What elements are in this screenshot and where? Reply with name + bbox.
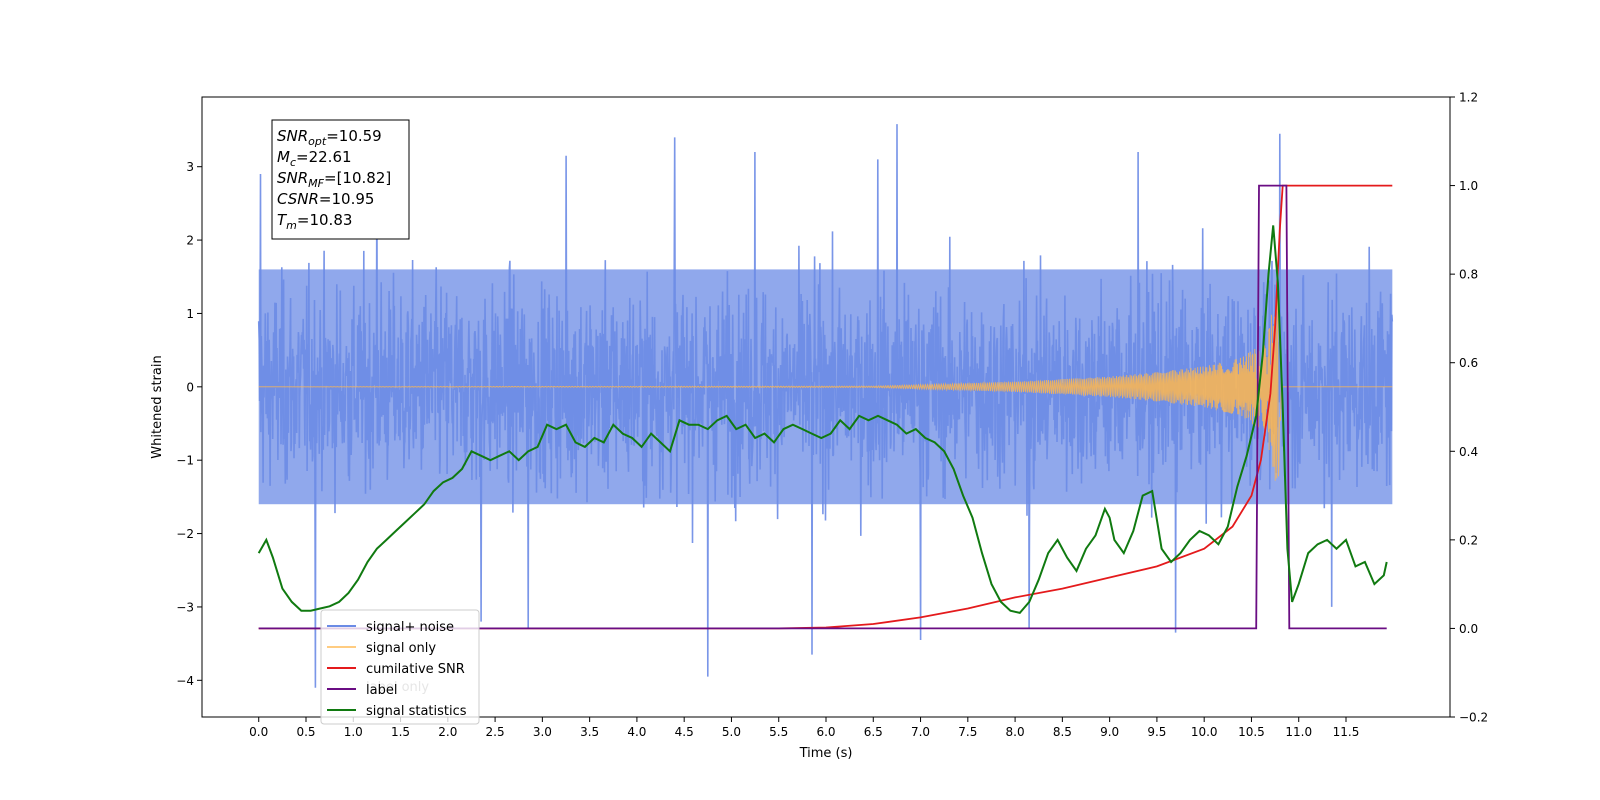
y-tick-label: −3 [176,600,194,614]
x-tick-label: 7.0 [911,725,930,739]
signal-statistics-line [257,225,1388,615]
x-tick-label: 1.5 [391,725,410,739]
annotation-line: Tm=10.83 [277,211,352,232]
legend-label: label [366,683,397,698]
y2-tick-label: 0.0 [1459,622,1478,636]
x-tick-label: 5.0 [722,725,741,739]
x-tick-label: 9.5 [1147,725,1166,739]
x-tick-label: 8.5 [1053,725,1072,739]
annotation-frame [271,119,410,240]
legend-label: signal statistics [366,704,467,719]
metrics-annotation: SNRopt=10.59Mc=22.61SNRMF=[10.82]CSNR=10… [271,119,410,240]
y-tick-label: −1 [176,454,194,468]
y-axis-label: Whitened strain [150,355,165,458]
y-tick-label: −2 [176,527,194,541]
y2-tick-label: 0.8 [1459,268,1478,282]
legend-ghost-label: label only [366,680,429,695]
x-tick-label: 0.0 [249,725,268,739]
x-tick-label: 11.0 [1285,725,1312,739]
y2-tick-label: 0.2 [1459,533,1478,547]
x-tick-label: 2.5 [486,725,505,739]
x-tick-label: 10.0 [1191,725,1218,739]
y2-tick-label: 0.4 [1459,445,1478,459]
legend-label: cumilative SNR [366,662,465,677]
x-tick-label: 2.0 [438,725,457,739]
y-tick-label: −4 [176,674,194,688]
x-tick-label: 0.5 [296,725,315,739]
x-axis-ticks: 0.0 0.5 1.0 1.5 2.0 2.5 3.0 3.5 4.0 4.5 5.0 5.5 6.0 6… [249,717,1359,739]
y2-tick-label: 1.0 [1459,179,1478,193]
legend-label: signal+ noise [366,620,454,635]
y-tick-label: 0 [186,380,194,394]
annotation-line: Mc=22.61 [277,148,352,169]
x-tick-label: 1.0 [344,725,363,739]
x-tick-label: 7.5 [958,725,977,739]
x-tick-label: 10.5 [1238,725,1265,739]
y2-tick-label: 1.2 [1459,91,1478,105]
y-axis-ticks: −4 −3 −2 −1 0 1 2 3 [176,160,202,688]
x-tick-label: 3.0 [533,725,552,739]
x-tick-label: 4.0 [627,725,646,739]
y-tick-label: 2 [186,234,194,248]
x-tick-label: 9.0 [1100,725,1119,739]
y-tick-label: 1 [186,307,194,321]
y2-tick-label: 0.6 [1459,356,1478,370]
x-tick-label: 3.5 [580,725,599,739]
y2-axis-ticks: −0.2 0.0 0.2 0.4 0.6 0.8 1.0 1.2 [1450,91,1488,725]
y2-tick-label: −0.2 [1459,711,1488,725]
signal-only-line [258,279,1393,481]
y-tick-label: 3 [186,160,194,174]
plot-area [257,124,1394,688]
legend-frame [320,609,480,725]
legend: label only signal+ noise signal only cumila… [320,609,480,725]
x-tick-label: 6.0 [816,725,835,739]
x-tick-label: 11.5 [1333,725,1360,739]
annotation-line: SNRMF=[10.82] [277,169,391,190]
cumulative-snr-line [258,184,1393,630]
label-line [258,184,1387,630]
legend-label: signal only [366,641,436,656]
x-tick-label: 6.5 [864,725,883,739]
x-tick-label: 5.5 [769,725,788,739]
x-tick-label: 4.5 [675,725,694,739]
annotation-line: CSNR=10.95 [277,190,374,208]
annotation-line: SNRopt=10.59 [277,127,382,148]
x-tick-label: 8.0 [1006,725,1025,739]
x-axis-label: Time (s) [799,746,853,761]
